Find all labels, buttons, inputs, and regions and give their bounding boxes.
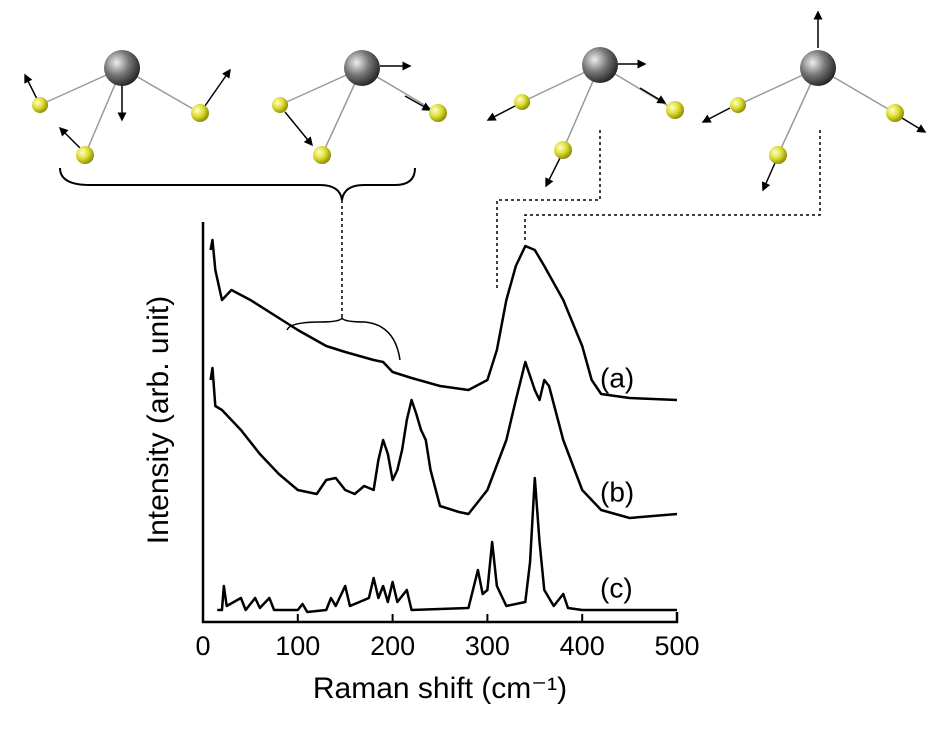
mode-4: [701, 10, 927, 192]
connector-lines: [341, 130, 821, 320]
x-tick-label: 100: [275, 631, 320, 661]
series-line: [209, 238, 678, 402]
small-brace: [286, 316, 401, 361]
molecule-diagrams: [24, 10, 927, 361]
axis-frame: [201, 222, 679, 624]
series-label: (b): [600, 476, 634, 507]
x-tick-label: 200: [370, 631, 415, 661]
x-axis-label: Raman shift (cm⁻¹): [313, 672, 567, 705]
series-label: (a): [600, 362, 634, 393]
y-axis-label: Intensity (arb. unit): [142, 296, 175, 544]
mode-3: [486, 47, 684, 188]
x-tick-label: 500: [654, 631, 699, 661]
series-label: (c): [600, 572, 633, 603]
mode-2: [272, 50, 447, 164]
series-line: [209, 360, 678, 520]
brace: [59, 167, 416, 201]
x-tick-label: 300: [465, 631, 510, 661]
mode-1: [24, 50, 231, 164]
series-line: [217, 476, 677, 614]
x-tick-label: 0: [195, 631, 210, 661]
x-tick-label: 400: [560, 631, 605, 661]
